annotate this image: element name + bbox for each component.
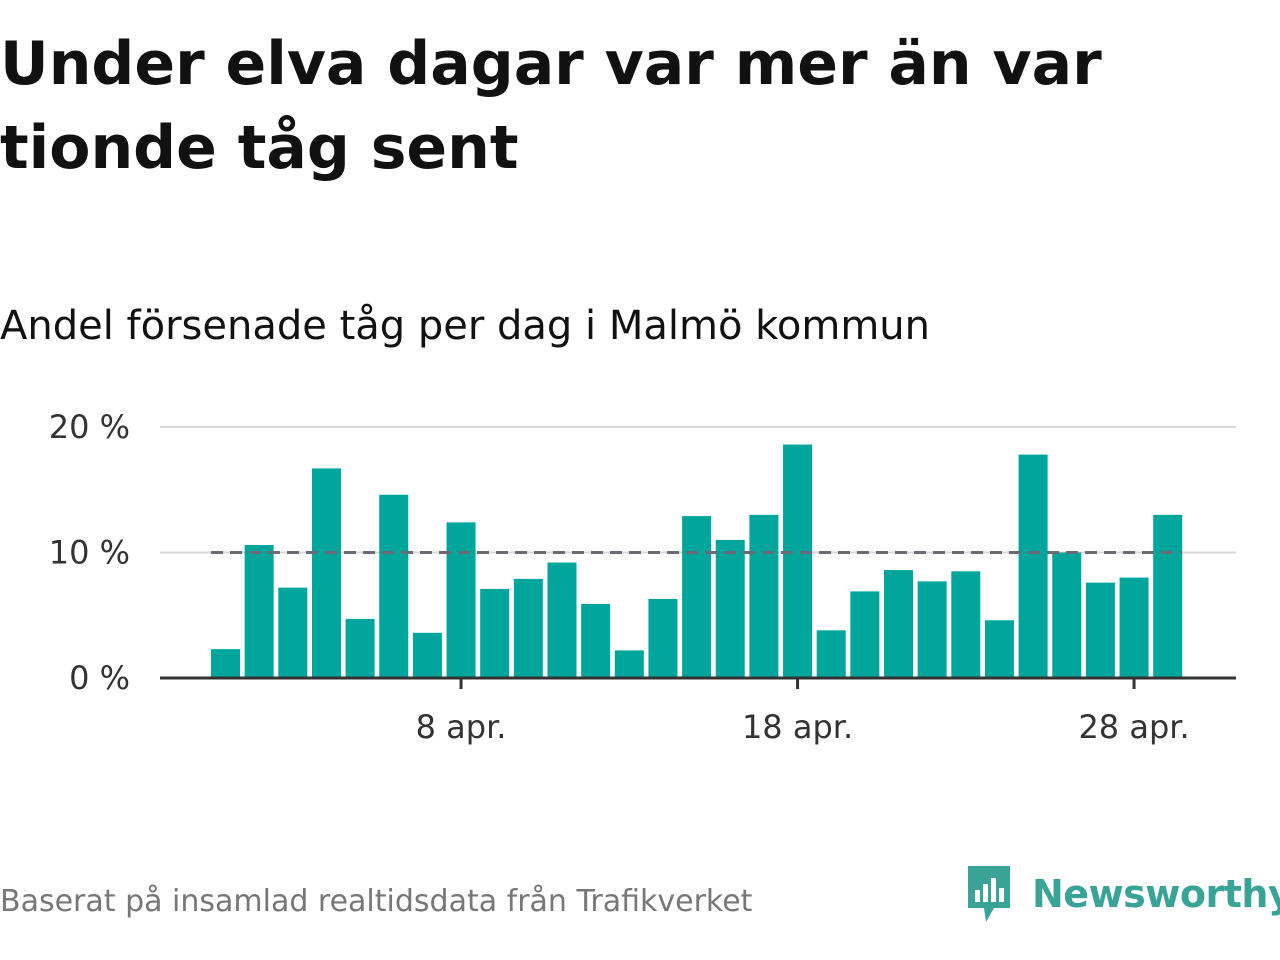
bar (884, 570, 913, 678)
bar (682, 516, 712, 678)
chart-title: Under elva dagar var mer än var tionde t… (0, 29, 1102, 183)
y-axis-labels: 0 % 10 % 20 % (49, 408, 130, 697)
x-axis (160, 676, 1236, 689)
bar (1085, 582, 1115, 678)
y-tick-label: 20 % (49, 408, 130, 446)
bar (379, 494, 409, 678)
bars (211, 444, 1183, 678)
bar (1018, 454, 1048, 678)
bar (1052, 552, 1082, 678)
bar (850, 591, 880, 678)
bar (749, 514, 779, 678)
bar (480, 588, 510, 678)
bar (513, 578, 543, 678)
bar (648, 598, 678, 678)
bar (244, 544, 274, 678)
bar (581, 603, 611, 678)
bar (278, 587, 308, 678)
x-tick-label: 18 apr. (742, 708, 853, 746)
bar (446, 522, 476, 678)
bar-chart: 0 % 10 % 20 % 8 apr. 18 apr. 28 apr. (49, 408, 1236, 746)
bar (614, 650, 644, 678)
bar (311, 468, 341, 678)
y-tick-label: 10 % (49, 534, 130, 572)
source-note: Baserat på insamlad realtidsdata från Tr… (0, 884, 753, 919)
x-tick-label: 8 apr. (416, 708, 507, 746)
bar (412, 632, 442, 678)
bar (951, 571, 981, 678)
bar (816, 630, 846, 678)
y-tick-label: 0 % (69, 659, 130, 697)
bar (783, 444, 813, 678)
brand: Newsworthy (964, 864, 1280, 924)
bar (984, 620, 1014, 678)
chart-subtitle: Andel försenade tåg per dag i Malmö komm… (0, 303, 930, 349)
bar (211, 649, 240, 678)
bar (1119, 577, 1149, 678)
brand-name: Newsworthy (1032, 872, 1280, 916)
newsworthy-logo-icon (968, 866, 1010, 922)
bar (917, 581, 947, 678)
x-tick-label: 28 apr. (1078, 708, 1189, 746)
bar (547, 562, 577, 678)
x-axis-labels: 8 apr. 18 apr. 28 apr. (416, 708, 1190, 746)
bar (1153, 514, 1183, 678)
bar (345, 619, 375, 678)
bar (715, 539, 745, 678)
